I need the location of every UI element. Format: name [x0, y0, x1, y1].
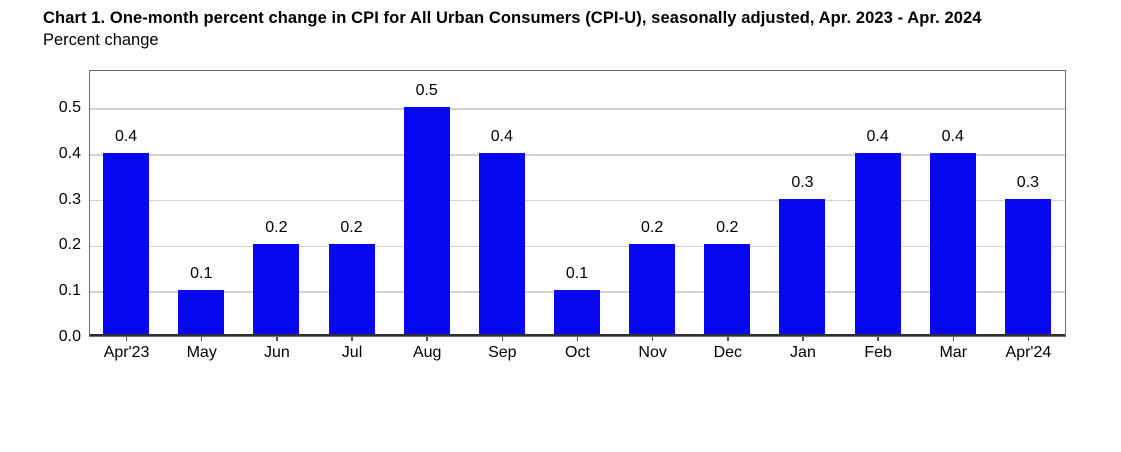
- bar-value-label: 0.3: [791, 173, 814, 191]
- bar-Jan: [779, 198, 826, 336]
- bar-value-label: 0.5: [415, 82, 438, 100]
- chart-title: Chart 1. One-month percent change in CPI…: [43, 9, 982, 27]
- x-tick-label: Jan: [790, 344, 816, 361]
- x-tick-label: Feb: [864, 344, 892, 361]
- bar-Apr'23: [103, 152, 150, 336]
- x-tick-label: Sep: [488, 344, 517, 361]
- bar-Jun: [253, 244, 300, 336]
- bar-value-label: 0.2: [265, 219, 288, 237]
- bar-Apr'24: [1004, 198, 1051, 336]
- x-tick-mark: [802, 337, 804, 341]
- bar-value-label: 0.4: [941, 127, 964, 145]
- bar-May: [178, 290, 225, 336]
- x-tick-mark: [877, 337, 879, 341]
- x-tick-mark: [727, 337, 729, 341]
- x-axis-line: [90, 334, 1065, 336]
- x-tick-label: Nov: [638, 344, 667, 361]
- x-tick-label: Dec: [713, 344, 743, 361]
- bar-value-label: 0.1: [190, 265, 213, 283]
- bar-Dec: [704, 244, 751, 336]
- bar-Feb: [854, 152, 901, 336]
- bar-Nov: [629, 244, 676, 336]
- x-tick-label: May: [186, 344, 217, 361]
- x-tick-mark: [651, 337, 654, 341]
- gridline-0.2: [90, 245, 1065, 248]
- x-tick-label: Jun: [263, 344, 290, 361]
- x-tick-label: Apr'23: [103, 344, 150, 361]
- x-tick-label: Mar: [939, 344, 968, 361]
- plot-area: 0.4 0.1 0.2 0.2 0.5 0.4 0.1 0.2 0.2 0.3 0.4 0.4 0.3: [89, 70, 1066, 337]
- y-tick-label: 0.3: [58, 190, 81, 208]
- x-tick-mark: [426, 337, 428, 341]
- x-tick-label: Aug: [412, 344, 442, 361]
- bar-Oct: [554, 290, 600, 336]
- y-tick-label: 0.2: [58, 236, 81, 254]
- gridline-0.3: [90, 199, 1065, 202]
- bar-Jul: [328, 244, 375, 336]
- y-axis-unit-label: Percent change: [43, 31, 159, 49]
- x-tick-label: Apr'24: [1005, 344, 1052, 361]
- bar-value-label: 0.4: [866, 127, 889, 145]
- bar-value-label: 0.2: [340, 219, 363, 237]
- x-tick-mark: [351, 337, 353, 341]
- bar-Sep: [478, 152, 525, 336]
- x-tick-mark: [276, 337, 278, 341]
- y-tick-label: 0.0: [58, 328, 81, 345]
- x-tick-mark: [125, 337, 128, 341]
- x-tick-mark: [501, 337, 504, 341]
- x-tick-mark: [952, 337, 955, 341]
- gridline-0.4: [90, 154, 1065, 156]
- x-tick-mark: [200, 337, 203, 341]
- y-tick-label: 0.5: [58, 99, 81, 116]
- bar-value-label: 0.2: [641, 219, 664, 237]
- y-tick-label: 0.1: [58, 282, 81, 300]
- gridline-0.5: [90, 108, 1065, 110]
- bar-Aug: [403, 107, 450, 336]
- bar-Mar: [929, 152, 976, 336]
- bar-value-label: 0.4: [490, 127, 513, 145]
- bar-value-label: 0.3: [1016, 173, 1040, 191]
- bar-value-label: 0.1: [565, 265, 589, 283]
- y-tick-label: 0.4: [58, 144, 81, 162]
- bar-value-label: 0.2: [716, 219, 739, 237]
- x-tick-label: Oct: [565, 344, 590, 361]
- x-tick-mark: [1027, 337, 1030, 341]
- x-tick-mark: [576, 337, 579, 341]
- bar-value-label: 0.4: [114, 127, 138, 145]
- x-tick-label: Jul: [341, 344, 363, 361]
